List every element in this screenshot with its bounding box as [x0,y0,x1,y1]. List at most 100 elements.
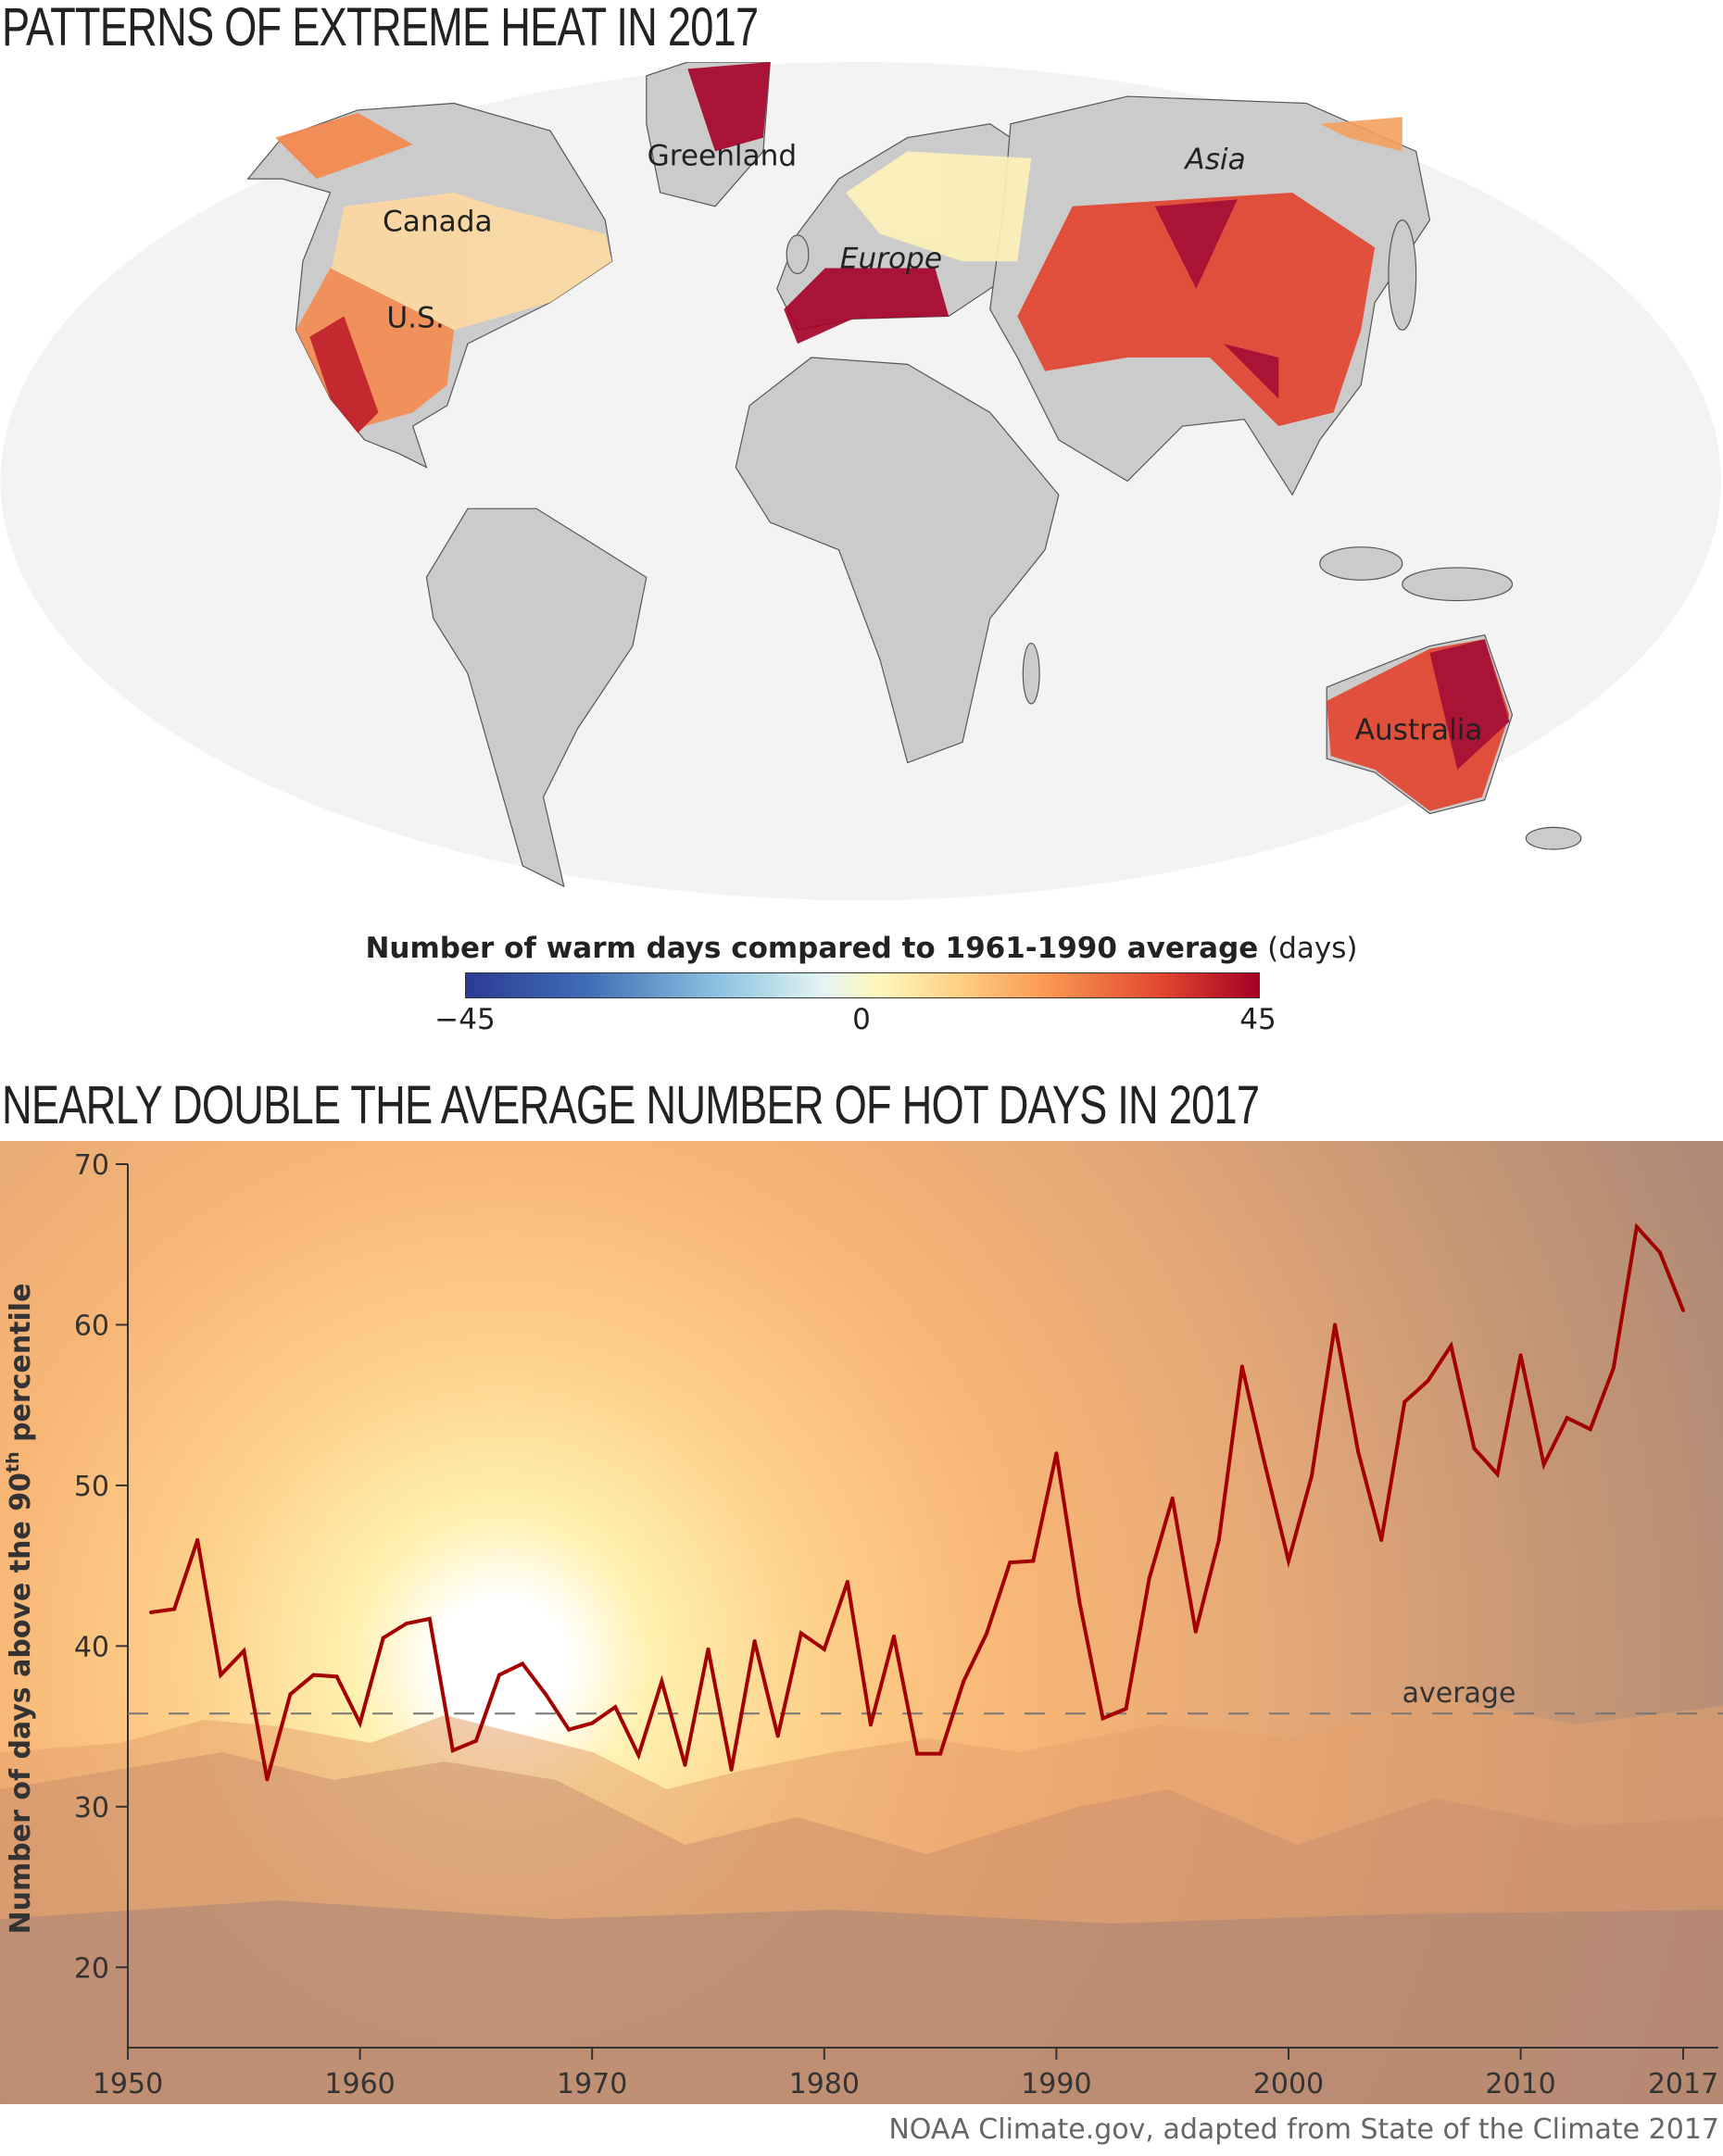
colorbar-tick-min: −45 [434,1003,496,1036]
data-point-1953 [195,1537,200,1542]
x-tick-label: 1960 [324,2068,395,2100]
data-point-2008 [1472,1447,1477,1451]
data-point-2006 [1426,1379,1430,1384]
data-point-1952 [172,1607,177,1611]
source-credit: NOAA Climate.gov, adapted from State of … [888,2113,1719,2146]
data-point-1980 [822,1647,826,1651]
data-point-1991 [1077,1600,1082,1605]
data-point-1957 [288,1692,293,1697]
data-point-1968 [544,1692,548,1697]
y-axis-label-main: Number of days above the 90 [5,1473,37,1934]
data-point-1964 [450,1749,455,1753]
data-point-2015 [1634,1224,1639,1229]
data-point-2004 [1379,1537,1384,1542]
x-tick-label: 1950 [93,2068,163,2100]
data-point-2000 [1286,1559,1290,1563]
data-point-1971 [613,1705,618,1710]
africa [735,357,1060,764]
data-point-2011 [1541,1462,1546,1467]
data-point-2002 [1333,1322,1338,1327]
data-point-1997 [1216,1537,1221,1542]
data-point-1965 [473,1738,478,1743]
data-point-1992 [1100,1716,1105,1721]
x-tick-label: 2000 [1253,2068,1324,2100]
data-point-1987 [985,1631,989,1636]
hot-days-chart: 70 60 50 40 30 20 1950 1960 1970 1980 1990 2000 201… [0,1149,1723,2104]
data-point-2014 [1611,1366,1616,1371]
data-point-1962 [404,1622,409,1626]
x-tick-label: 2017 [1648,2068,1718,2100]
data-point-1970 [590,1721,595,1725]
label-us: U.S. [386,301,444,334]
data-point-1958 [311,1673,316,1677]
data-point-1986 [962,1679,966,1684]
heat-anomaly-overlay [275,62,1510,811]
data-point-1956 [265,1777,270,1782]
data-point-1981 [845,1579,849,1584]
data-point-1969 [567,1727,572,1732]
colorbar-tick-zero: 0 [852,1003,871,1036]
data-point-1966 [497,1673,501,1677]
data-point-1998 [1239,1364,1244,1369]
y-tick-label: 60 [74,1310,109,1342]
label-greenland: Greenland [648,139,798,172]
data-point-1972 [636,1753,641,1758]
colorbar-title-main: Number of warm days compared to 1961-199… [365,932,1259,965]
data-point-1983 [891,1634,896,1638]
y-axis-label-end: percentile [5,1284,37,1452]
colorbar [465,972,1260,998]
data-point-1961 [381,1636,385,1640]
data-point-1990 [1054,1451,1059,1456]
data-point-2017 [1681,1308,1685,1312]
label-canada: Canada [383,205,493,238]
label-europe: Europe [840,243,942,276]
label-asia: Asia [1183,144,1245,177]
data-point-1976 [729,1767,734,1772]
data-point-1951 [149,1610,154,1614]
data-point-2016 [1657,1250,1662,1255]
data-point-1999 [1263,1464,1267,1469]
data-point-2003 [1356,1449,1361,1454]
x-tick-label: 1990 [1021,2068,1091,2100]
data-point-1989 [1031,1559,1036,1563]
map-title: PATTERNS OF EXTREME HEAT IN 2017 [2,0,759,57]
data-point-1979 [799,1631,803,1636]
data-point-2009 [1495,1472,1500,1476]
data-point-1967 [521,1661,525,1666]
x-tick-label: 1980 [789,2068,860,2100]
colorbar-title-unit: (days) [1267,932,1358,965]
data-point-1960 [358,1721,362,1725]
colorbar-tick-max: 45 [1239,1003,1277,1036]
label-australia: Australia [1355,713,1483,746]
y-axis-label-sup: th [3,1451,23,1473]
data-point-1963 [427,1616,432,1621]
data-point-1977 [752,1639,757,1644]
y-tick-label: 30 [74,1792,109,1824]
colorbar-title: Number of warm days compared to 1961-199… [0,932,1723,965]
x-tick-label: 2010 [1485,2068,1555,2100]
y-tick-label: 50 [74,1471,109,1503]
data-point-1974 [683,1762,687,1767]
world-heat-map: Greenland Canada U.S. Europe Asia Austra… [0,62,1721,900]
data-point-1955 [242,1648,246,1653]
data-point-2013 [1588,1427,1592,1432]
data-point-1988 [1008,1561,1012,1565]
data-point-2010 [1518,1353,1523,1358]
x-tick-label: 1970 [557,2068,627,2100]
data-point-1978 [775,1734,780,1738]
data-point-1996 [1193,1629,1198,1634]
data-point-1984 [915,1751,920,1756]
data-point-2001 [1310,1473,1314,1478]
y-axis-label: Number of days above the 90th percentile [3,1284,37,1935]
chart-title: NEARLY DOUBLE THE AVERAGE NUMBER OF HOT … [2,1075,1260,1135]
data-point-1985 [938,1751,943,1756]
data-point-1982 [868,1723,873,1727]
data-point-1975 [706,1647,711,1651]
data-point-1995 [1170,1496,1175,1500]
data-point-2012 [1565,1416,1569,1421]
y-tick-label: 70 [74,1149,109,1182]
y-tick-label: 20 [74,1952,109,1985]
data-point-1954 [219,1673,223,1677]
data-point-1993 [1124,1707,1128,1711]
data-point-1994 [1147,1576,1151,1581]
